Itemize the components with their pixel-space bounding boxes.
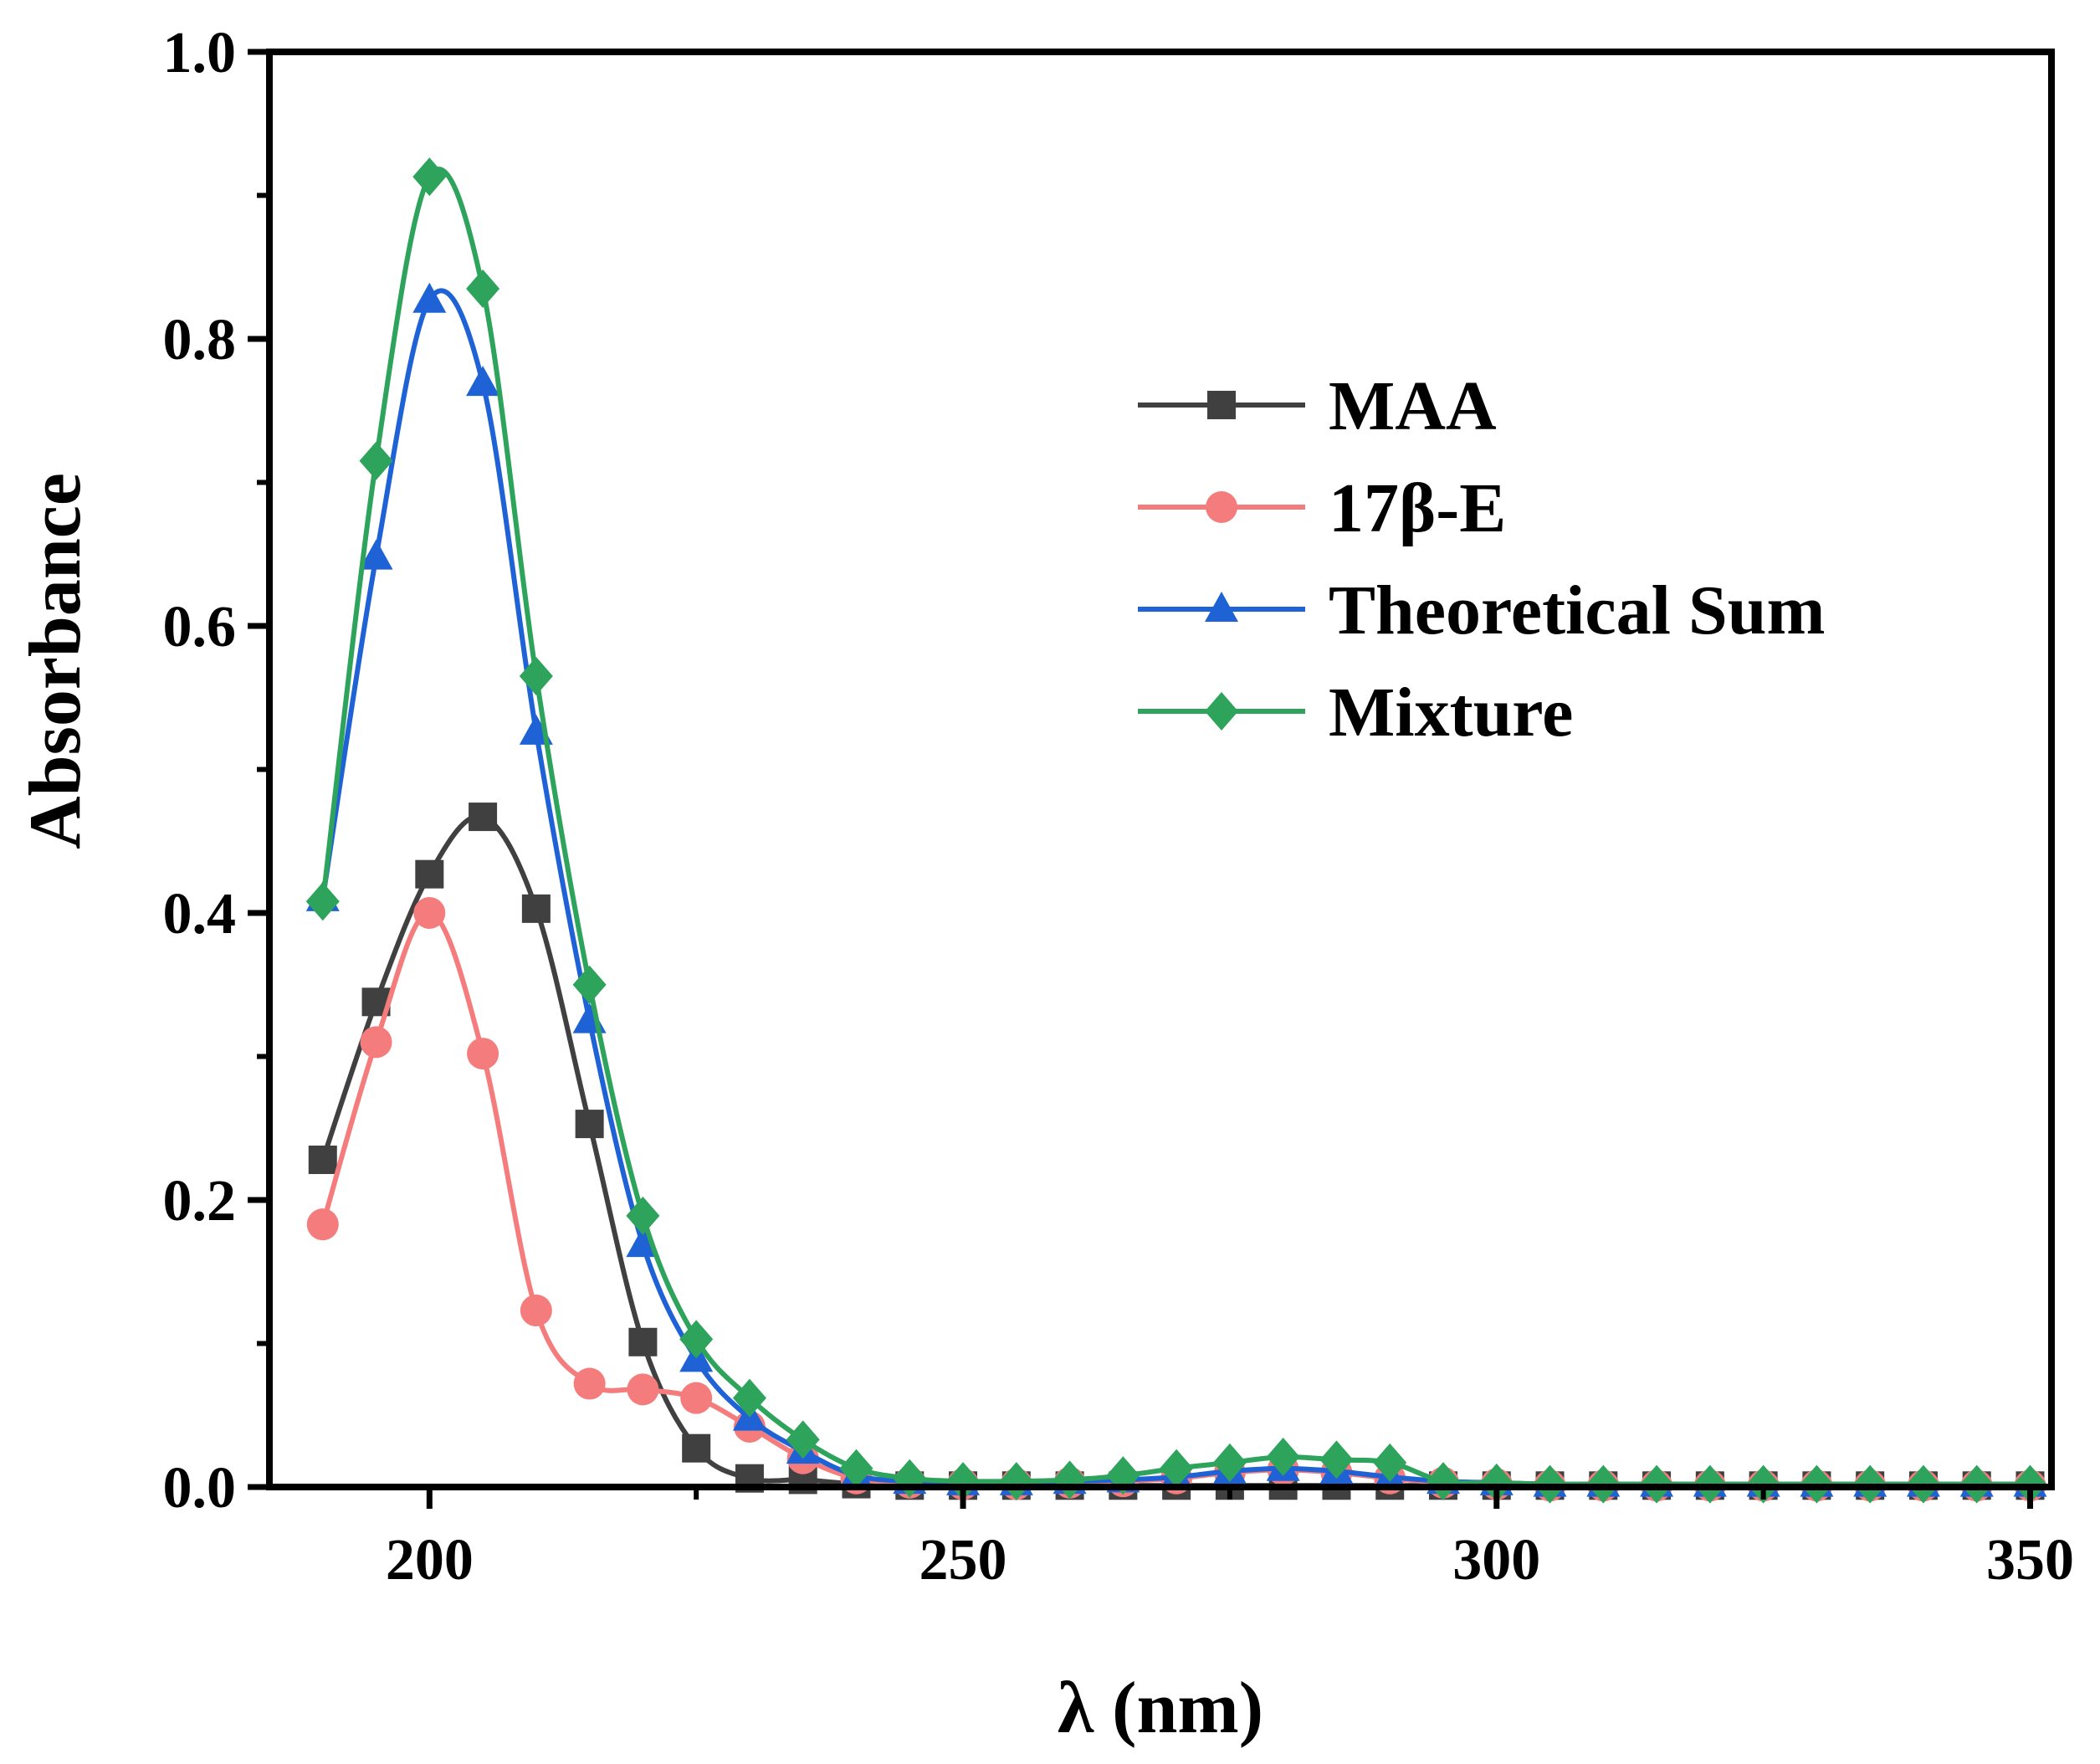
data-point bbox=[1266, 1437, 1300, 1476]
data-point bbox=[519, 657, 553, 696]
data-point bbox=[839, 1449, 873, 1488]
data-point bbox=[413, 897, 446, 929]
data-point bbox=[679, 1320, 714, 1359]
data-point bbox=[628, 1327, 658, 1356]
y-tick-label: 0.0 bbox=[163, 1456, 237, 1520]
x-tick-label: 300 bbox=[1452, 1528, 1540, 1592]
series-line bbox=[320, 167, 2031, 1487]
legend-swatch-marker bbox=[1205, 692, 1238, 731]
x-tick-label: 250 bbox=[919, 1528, 1007, 1592]
data-point bbox=[466, 269, 500, 308]
data-point bbox=[946, 1462, 981, 1501]
series-1 bbox=[306, 897, 2046, 1502]
x-axis-title: λ (nm) bbox=[1058, 1668, 1263, 1749]
series-line bbox=[320, 910, 2031, 1489]
data-point bbox=[1160, 1449, 1194, 1488]
x-tick-label: 200 bbox=[386, 1528, 474, 1592]
legend-entry: Theoretical Sum bbox=[1138, 572, 1825, 649]
y-tick-label: 0.4 bbox=[163, 882, 237, 946]
data-point bbox=[360, 1026, 392, 1059]
data-point bbox=[1373, 1443, 1407, 1482]
legend-entry: Mixture bbox=[1138, 674, 1573, 751]
data-point bbox=[572, 965, 607, 1004]
data-point bbox=[1479, 1463, 1514, 1502]
data-point bbox=[627, 1373, 659, 1406]
data-point bbox=[359, 441, 393, 480]
data-point bbox=[626, 1196, 660, 1235]
data-point bbox=[572, 1003, 607, 1033]
data-point bbox=[306, 1208, 339, 1241]
data-point bbox=[1319, 1440, 1354, 1479]
data-point bbox=[732, 1378, 766, 1418]
data-point bbox=[626, 1227, 660, 1258]
legend-swatch-marker bbox=[1206, 491, 1237, 523]
data-point bbox=[521, 894, 551, 923]
data-point bbox=[412, 157, 447, 197]
data-point bbox=[573, 1367, 606, 1400]
series-3 bbox=[305, 157, 2047, 1504]
data-point bbox=[786, 1420, 820, 1459]
data-point bbox=[575, 1110, 604, 1139]
data-point bbox=[359, 539, 393, 570]
data-point bbox=[305, 882, 340, 921]
legend-swatch-marker bbox=[1205, 592, 1238, 622]
legend-label: 17β-E bbox=[1329, 469, 1506, 547]
y-tick-label: 1.0 bbox=[163, 21, 237, 85]
data-point bbox=[1426, 1462, 1460, 1501]
data-point bbox=[469, 803, 498, 832]
data-point bbox=[999, 1462, 1033, 1501]
legend-label: Mixture bbox=[1329, 674, 1573, 751]
data-point bbox=[520, 1295, 552, 1327]
data-point bbox=[1212, 1443, 1247, 1482]
plot-frame bbox=[266, 49, 2055, 1490]
data-point bbox=[467, 1038, 499, 1070]
series-line bbox=[320, 288, 2031, 1487]
axis-ticks: 200 250 300 350 0.0 0.2 0.4 0.6 0.8 1.0 bbox=[163, 21, 2074, 1592]
y-tick-label: 0.2 bbox=[163, 1169, 237, 1233]
y-tick-label: 0.6 bbox=[163, 595, 237, 659]
y-axis-title: Absorbance bbox=[15, 473, 96, 849]
data-point bbox=[415, 859, 444, 889]
data-point bbox=[412, 282, 447, 313]
legend-entry: MAA bbox=[1138, 367, 1497, 445]
data-point bbox=[682, 1433, 711, 1463]
data-point bbox=[466, 366, 500, 397]
data-point bbox=[308, 1145, 337, 1174]
series-layer bbox=[305, 157, 2047, 1504]
legend-label: MAA bbox=[1329, 367, 1497, 445]
legend-label: Theoretical Sum bbox=[1329, 572, 1825, 649]
series-2 bbox=[305, 282, 2047, 1497]
x-tick-label: 350 bbox=[1986, 1528, 2074, 1592]
legend-swatch-marker bbox=[1207, 391, 1236, 419]
legend: MAA 17β-E Theoretical Sum Mixture bbox=[1138, 367, 1825, 751]
data-point bbox=[680, 1382, 713, 1414]
y-tick-label: 0.8 bbox=[163, 308, 237, 372]
legend-entry: 17β-E bbox=[1138, 469, 1506, 547]
